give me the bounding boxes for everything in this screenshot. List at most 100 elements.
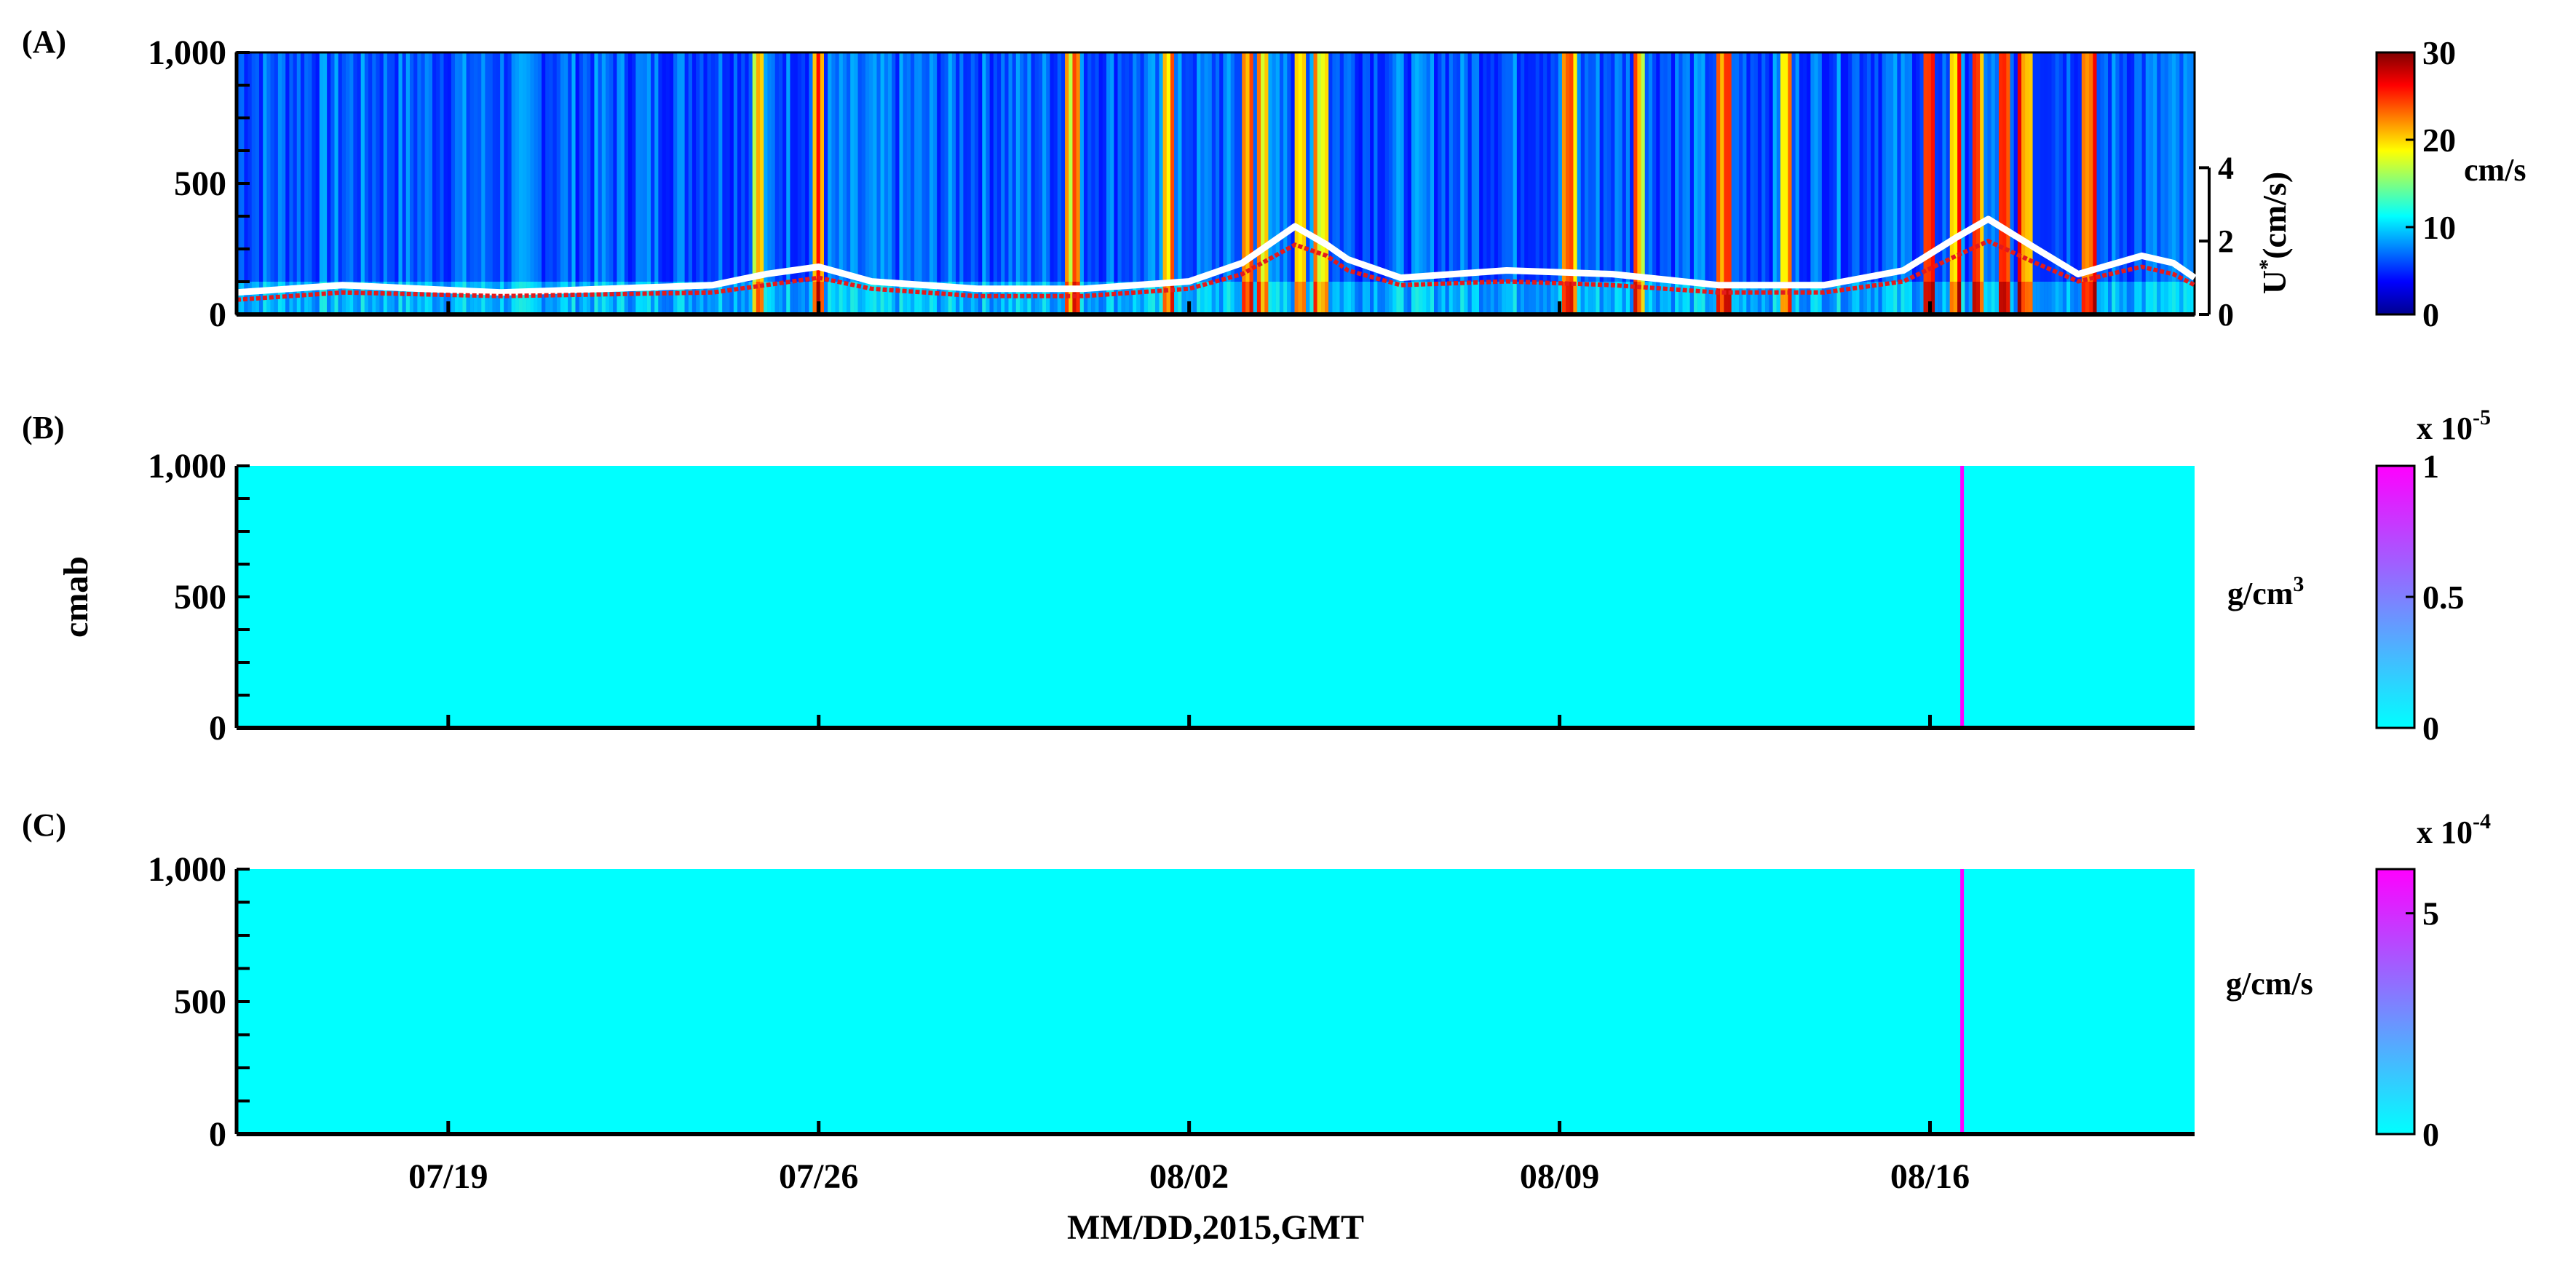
heatmap-column [1957,52,1962,314]
heatmap-column [417,52,422,314]
heatmap-column [440,52,445,314]
heatmap-column [259,52,263,314]
heatmap-cell [1374,282,1379,314]
heatmap-cell [646,282,651,314]
colorbar-tick-label: 0 [2422,296,2439,333]
heatmap-column [861,52,866,314]
heatmap-column [1181,52,1186,314]
heatmap-column [1189,52,1194,314]
heatmap-cell [2029,282,2034,314]
heatmap-cell [1686,282,1691,314]
heatmap-column [2168,52,2173,314]
heatmap-cell [575,282,580,314]
heatmap-cell [1223,282,1228,314]
heatmap-cell [835,282,840,314]
x-tick-label: 08/09 [1520,1157,1599,1196]
heatmap-column [428,52,433,314]
heatmap-column [383,52,388,314]
heatmap-cell [1667,282,1672,314]
heatmap-cell [1162,282,1168,314]
heatmap-cell [1975,282,1981,314]
heatmap-cell [1584,282,1589,314]
heatmap-column [1761,52,1766,314]
heatmap-cell [421,282,426,314]
heatmap-column [1178,52,1183,314]
heatmap-column [1117,52,1122,314]
heatmap-cell [729,282,734,314]
heatmap-column [1291,52,1296,314]
heatmap-cell [1573,282,1578,314]
heatmap-column [1471,52,1476,314]
heatmap-cell [1803,282,1807,314]
heatmap-cell [1384,282,1390,314]
heatmap-column [887,52,892,314]
heatmap-cell [880,282,885,314]
heatmap-cell [1355,282,1360,314]
heatmap-cell [587,282,591,314]
heatmap-cell [1452,282,1457,314]
heatmap-column [688,52,693,314]
heatmap-cell [1528,282,1533,314]
heatmap-column [1667,52,1672,314]
colorbar: g/cm/s 05 x 10-4 [2226,809,2491,1153]
heatmap-column [1611,52,1615,314]
y-axis: 0 500 1,000 [148,850,2195,1154]
heatmap-column [1569,52,1574,314]
heatmap-cell [1814,282,1819,314]
heatmap-cell [2131,282,2135,314]
heatmap-column [940,52,946,314]
heatmap-column [1584,52,1589,314]
heatmap-column [2145,52,2150,314]
heatmap-cell [402,282,407,314]
heatmap-column [594,52,599,314]
colorbar-tick-label: 20 [2422,122,2456,159]
heatmap-column [632,52,636,314]
heatmap-column [2021,52,2026,314]
heatmap-cell [842,282,847,314]
heatmap-column [1020,52,1024,314]
heatmap-column [1795,52,1800,314]
heatmap-cell [1919,282,1925,314]
heatmap-cell [2149,282,2154,314]
heatmap-column [986,52,991,314]
heatmap-column [1234,52,1239,314]
heatmap-column [925,52,930,314]
heatmap-column [473,52,478,314]
heatmap-column [624,52,629,314]
heatmap-column [485,52,490,314]
heatmap-cell [718,282,723,314]
heatmap-column [1637,52,1642,314]
heatmap-cell [534,282,539,314]
heatmap-column [1799,52,1804,314]
heatmap-column [974,52,979,314]
heatmap-cell [1882,282,1887,314]
heatmap-cell [1358,282,1363,314]
heatmap-column [1309,52,1315,314]
heatmap-column [605,52,610,314]
y-axis-label: cmab [57,556,95,638]
heatmap-column [1652,52,1657,314]
heatmap-cell [1234,282,1239,314]
heatmap-cell [2010,282,2015,314]
heatmap-column [741,52,745,314]
heatmap-cell [466,282,471,314]
heatmap-column [745,52,750,314]
heatmap-cell [1076,282,1081,314]
heatmap-cell [786,282,791,314]
heatmap-cell [1185,282,1190,314]
heatmap-column [1362,52,1367,314]
heatmap-cell [1765,282,1770,314]
heatmap-column [1878,52,1883,314]
heatmap-cell [1189,282,1194,314]
heatmap-column [296,52,301,314]
heatmap-cell [1015,282,1021,314]
heatmap-cell [346,282,350,314]
heatmap-column [1403,52,1408,314]
heatmap-cell [1897,282,1902,314]
heatmap-column [774,52,780,314]
heatmap-column [1445,52,1450,314]
heatmap-cell [447,282,452,314]
heatmap-column [1949,52,1954,314]
heatmap-cell [395,282,400,314]
heatmap-column [760,52,764,314]
